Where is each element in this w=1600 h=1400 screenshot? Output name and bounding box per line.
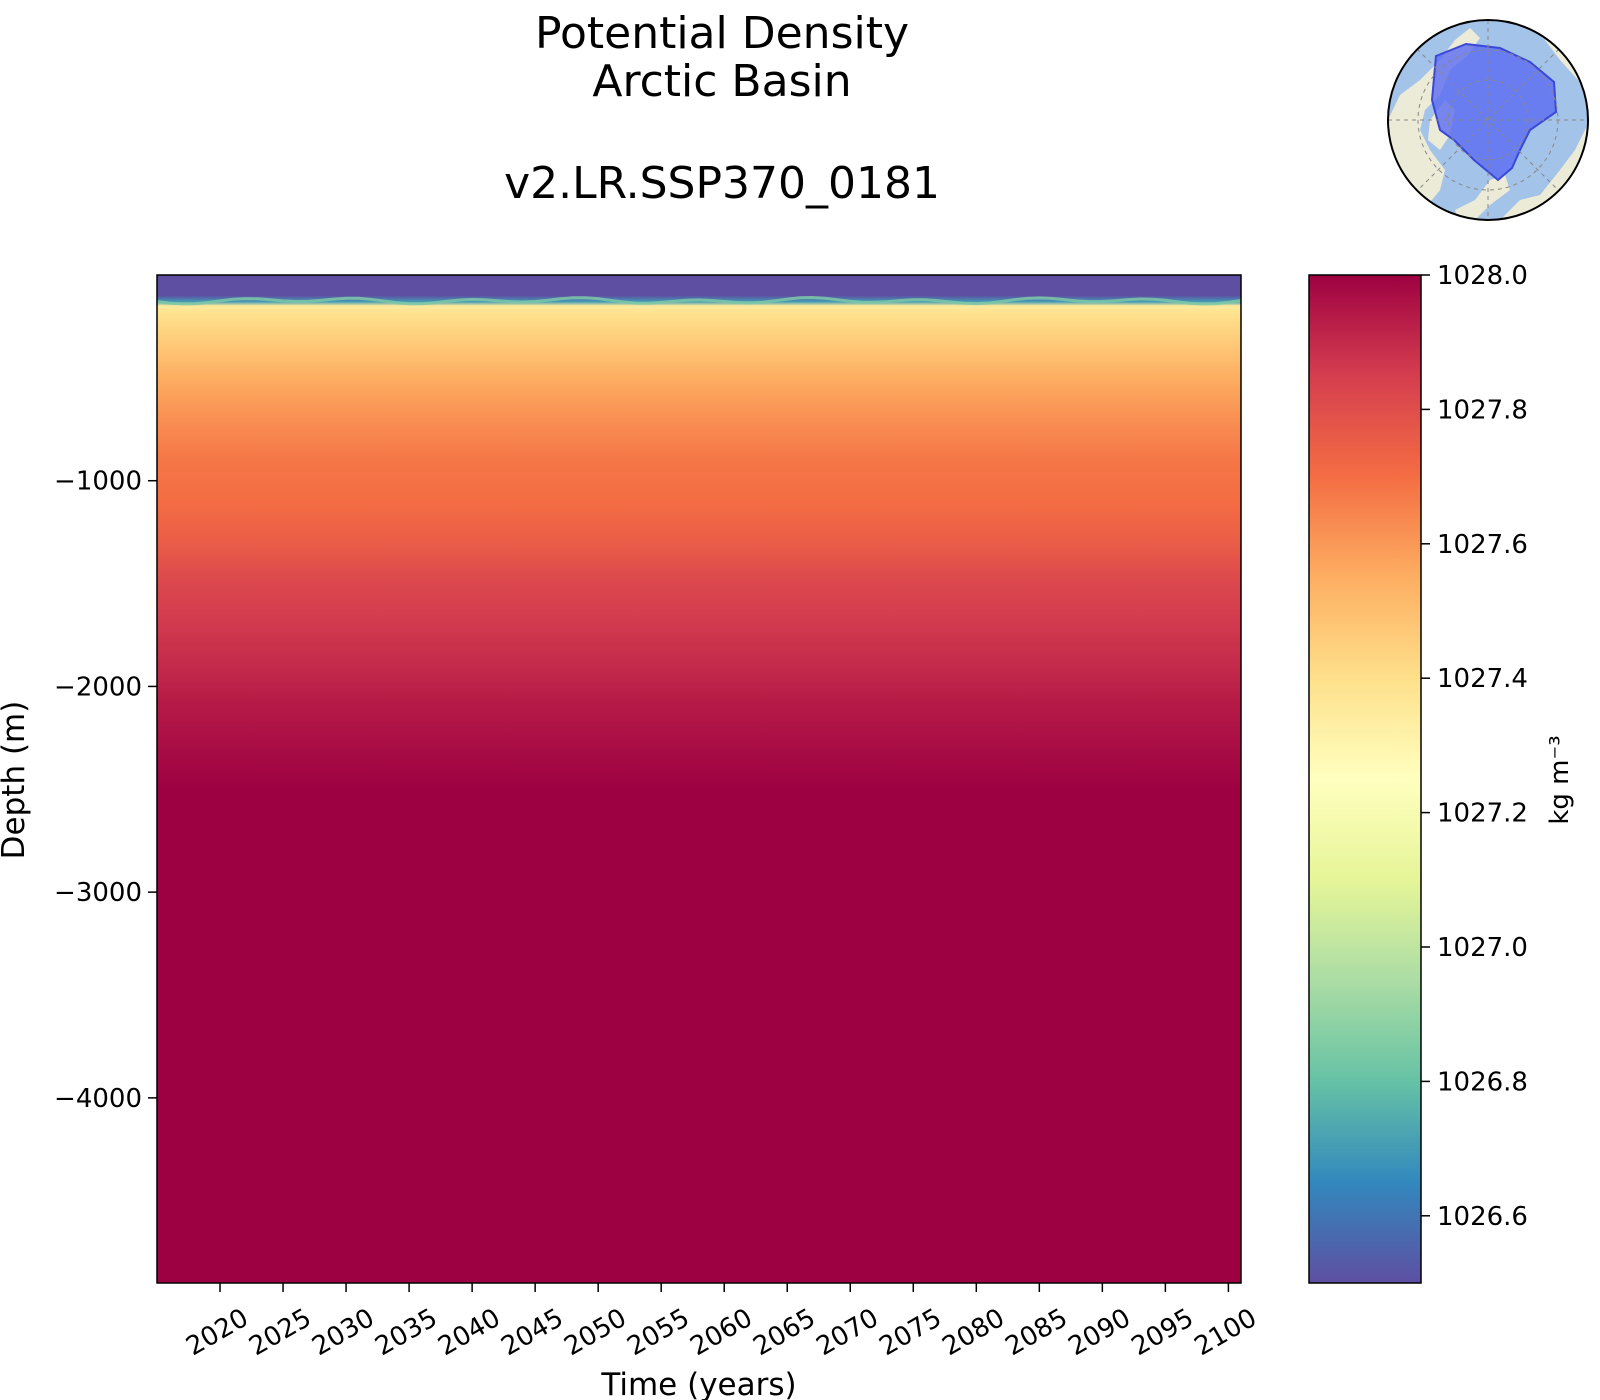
x-tick-label: 2035 [370, 1303, 442, 1362]
y-tick-label: −2000 [54, 672, 142, 702]
y-axis-label: Depth (m) [0, 701, 32, 860]
x-tick-label: 2070 [811, 1303, 883, 1362]
x-tick-label: 2020 [181, 1303, 253, 1362]
plot-frame [156, 274, 1242, 1284]
colorbar-tick-label: 1027.6 [1437, 530, 1528, 560]
land-north-america [1388, 28, 1480, 220]
colorbar-tick-label: 1028.0 [1437, 261, 1528, 291]
x-tick-label: 2040 [433, 1303, 505, 1362]
x-axis: 2020202520302035204020452050205520602065… [181, 1283, 1262, 1362]
x-tick-label: 2100 [1190, 1303, 1262, 1362]
x-tick-label: 2080 [937, 1303, 1009, 1362]
colorbar-tick-label: 1027.8 [1437, 395, 1528, 425]
chart-title-region: Arctic Basin [592, 56, 852, 107]
graticule [1416, 48, 1560, 192]
x-tick-label: 2050 [559, 1303, 631, 1362]
colorbar-label: kg m⁻³ [1545, 735, 1575, 824]
x-tick-label: 2045 [496, 1303, 568, 1362]
x-tick-label: 2095 [1127, 1303, 1199, 1362]
x-tick-label: 2090 [1064, 1303, 1136, 1362]
chart-title: Potential Density [534, 8, 910, 59]
x-tick-label: 2065 [748, 1303, 820, 1362]
density-heatmap [157, 275, 1241, 1283]
colorbar-tick-label: 1027.0 [1437, 933, 1528, 963]
plot-area [156, 274, 1242, 1284]
colorbar-tick-label: 1027.4 [1437, 664, 1528, 694]
y-tick-label: −4000 [54, 1084, 142, 1114]
colorbar-gradient [1309, 275, 1421, 1283]
colorbar-tick-label: 1026.8 [1437, 1067, 1528, 1097]
x-axis-label: Time (years) [600, 1367, 796, 1400]
colorbar-tick-label: 1026.6 [1437, 1202, 1528, 1232]
arctic-basin-region [1430, 42, 1558, 182]
x-tick-label: 2055 [622, 1303, 694, 1362]
x-tick-label: 2025 [244, 1303, 316, 1362]
x-tick-label: 2075 [874, 1303, 946, 1362]
y-axis: −1000 −2000 −3000 −4000 [54, 467, 157, 1114]
y-tick-label: −1000 [54, 467, 142, 497]
graticule [1416, 48, 1560, 192]
polar-map-inset [1387, 19, 1589, 221]
colorbar: 1026.6 1026.8 1027.0 1027.2 1027.4 1027.6 1027… [1308, 261, 1528, 1284]
globe-outline [1387, 19, 1589, 221]
x-tick-label: 2060 [685, 1303, 757, 1362]
y-tick-label: −3000 [54, 878, 142, 908]
x-tick-label: 2030 [307, 1303, 379, 1362]
colorbar-tick-label: 1027.2 [1437, 799, 1528, 829]
chart-subtitle: v2.LR.SSP370_0181 [504, 158, 940, 209]
colorbar-frame [1308, 274, 1422, 1284]
mixed-layer-boundary [156, 295, 1242, 306]
land-europe [1455, 175, 1510, 220]
x-tick-label: 2085 [1001, 1303, 1073, 1362]
land-eurasia [1500, 25, 1588, 220]
